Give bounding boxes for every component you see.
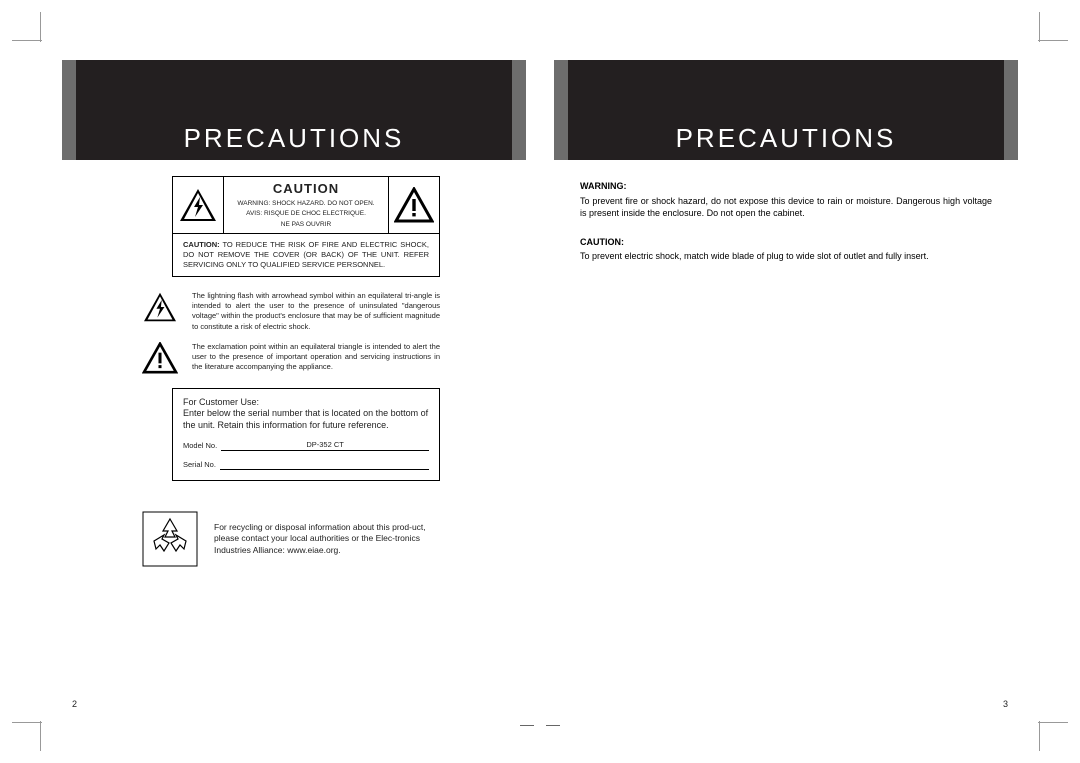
- crop-mark: [12, 722, 42, 723]
- center-crop-marks: [520, 719, 560, 733]
- warning-paragraph: To prevent ﬁre or shock hazard, do not e…: [580, 195, 992, 220]
- page-title: PRECAUTIONS: [184, 123, 405, 160]
- caution-nepas-line: NE PAS OUVRIR: [228, 221, 384, 230]
- lightning-triangle-icon: [142, 291, 178, 323]
- header-edge: [1004, 60, 1018, 160]
- crop-mark: [40, 12, 41, 42]
- customer-heading: For Customer Use:: [183, 397, 429, 409]
- exclaim-triangle-icon: [388, 177, 439, 233]
- header-edge: [554, 60, 568, 160]
- crop-mark: [12, 40, 42, 41]
- crop-mark: [40, 721, 41, 751]
- header-edge: [512, 60, 526, 160]
- model-value: DP-352 CT: [306, 440, 344, 450]
- caution-avis-line: AVIS: RISQUE DE CHOC ELECTRIQUE.: [228, 210, 384, 219]
- page-title: PRECAUTIONS: [676, 123, 897, 160]
- recycle-row: For recycling or disposal information ab…: [142, 511, 440, 567]
- header-bar-left: PRECAUTIONS: [62, 60, 526, 160]
- serial-label: Serial No.: [183, 460, 216, 470]
- lightning-triangle-icon: [173, 177, 224, 233]
- crop-mark: [1038, 40, 1068, 41]
- caution-warning-line: WARNING: SHOCK HAZARD. DO NOT OPEN.: [228, 200, 384, 209]
- crop-mark: [1038, 722, 1068, 723]
- header-edge: [62, 60, 76, 160]
- lightning-explain-text: The lightning ﬂash with arrowhead symbol…: [192, 291, 440, 332]
- caution-title-block: CAUTION WARNING: SHOCK HAZARD. DO NOT OP…: [224, 177, 388, 233]
- page-left: PRECAUTIONS CAUTION WARNING: SHOCK HAZAR…: [48, 48, 540, 715]
- recycle-icon: [142, 511, 198, 567]
- crop-mark: [1039, 12, 1040, 42]
- page-right: PRECAUTIONS WARNING: To prevent ﬁre or s…: [540, 48, 1032, 715]
- exclaim-triangle-icon: [142, 342, 178, 374]
- caution-label: CAUTION:: [183, 240, 220, 249]
- model-label: Model No.: [183, 441, 217, 451]
- model-row: Model No. DP-352 CT: [183, 440, 429, 451]
- customer-use-box: For Customer Use: Enter below the serial…: [172, 388, 440, 481]
- lightning-explain-row: The lightning ﬂash with arrowhead symbol…: [142, 291, 440, 332]
- model-line: DP-352 CT: [221, 440, 429, 451]
- warning-heading: WARNING:: [580, 180, 992, 193]
- caution-body: TO REDUCE THE RISK OF FIRE AND ELECTRIC …: [183, 240, 429, 269]
- customer-intro: Enter below the serial number that is lo…: [183, 408, 429, 431]
- page-number-right: 3: [1003, 699, 1008, 709]
- exclaim-explain-row: The exclamation point within an equilate…: [142, 342, 440, 374]
- serial-line: [220, 459, 429, 470]
- caution-title: CAUTION: [228, 180, 384, 198]
- recycle-text: For recycling or disposal information ab…: [214, 522, 440, 556]
- caution-heading: CAUTION:: [580, 236, 992, 249]
- caution-box: CAUTION WARNING: SHOCK HAZARD. DO NOT OP…: [172, 176, 440, 277]
- left-content: CAUTION WARNING: SHOCK HAZARD. DO NOT OP…: [48, 160, 540, 567]
- crop-mark: [1039, 721, 1040, 751]
- caution-paragraph: To prevent electric shock, match wide bl…: [580, 250, 992, 263]
- caution-bottom-text: CAUTION: TO REDUCE THE RISK OF FIRE AND …: [173, 234, 439, 276]
- page-spread: PRECAUTIONS CAUTION WARNING: SHOCK HAZAR…: [48, 48, 1032, 715]
- exclaim-explain-text: The exclamation point within an equilate…: [192, 342, 440, 372]
- right-content: WARNING: To prevent ﬁre or shock hazard,…: [540, 160, 1032, 263]
- page-number-left: 2: [72, 699, 77, 709]
- header-bar-right: PRECAUTIONS: [554, 60, 1018, 160]
- serial-row: Serial No.: [183, 459, 429, 470]
